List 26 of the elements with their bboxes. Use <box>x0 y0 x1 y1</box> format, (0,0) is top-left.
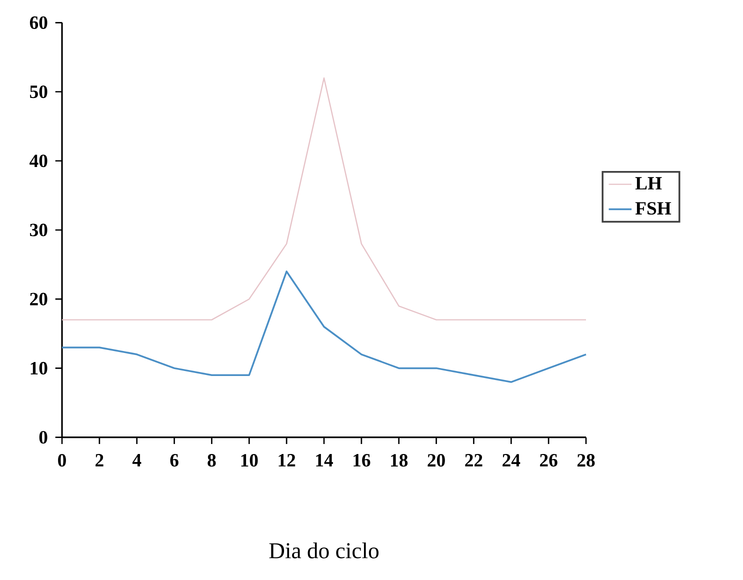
x-tick-label: 6 <box>170 454 178 467</box>
x-tick-label: 18 <box>391 454 408 467</box>
y-tick-label: 50 <box>30 85 48 98</box>
line-series <box>61 270 587 383</box>
y-tick-label: 0 <box>39 431 48 444</box>
y-tick-label: 40 <box>30 154 48 168</box>
y-tick-label: 10 <box>30 362 48 375</box>
x-tick-label: 10 <box>241 454 258 467</box>
y-tick-label: 20 <box>30 292 48 306</box>
x-tick-label: 24 <box>502 454 520 466</box>
x-axis-title: Dia do ciclo <box>269 542 379 558</box>
x-tick-label: 0 <box>58 454 66 467</box>
x-tick-label: 28 <box>577 454 595 467</box>
x-tick-label: 4 <box>132 454 142 466</box>
x-tick-label: 14 <box>316 454 333 466</box>
x-tick-label: 26 <box>540 454 558 467</box>
x-tick-label: 22 <box>465 454 482 466</box>
legend-label: LH <box>635 177 662 190</box>
legend-label: FSH <box>635 202 672 215</box>
x-tick-label: 16 <box>354 454 370 467</box>
y-tick-label: 60 <box>30 16 48 29</box>
x-tick-label: 8 <box>208 454 216 467</box>
x-tick-label: 12 <box>278 454 296 466</box>
x-tick-label: 20 <box>428 454 445 467</box>
x-tick-label: 2 <box>96 454 104 466</box>
y-tick-label: 30 <box>30 224 48 236</box>
